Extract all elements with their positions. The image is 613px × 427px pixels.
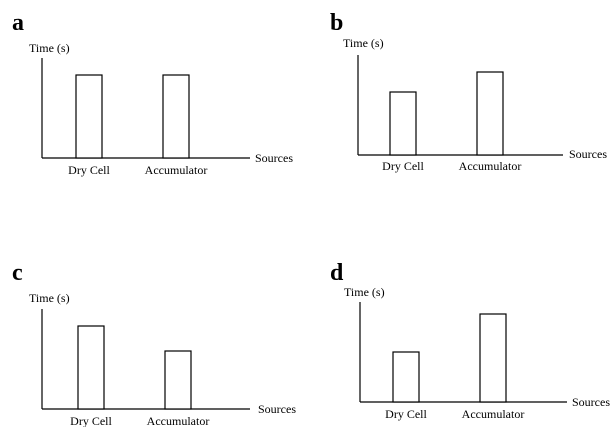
x-axis-title: Sources	[255, 151, 293, 165]
panel-letter: b	[330, 10, 343, 36]
bar-accumulator	[476, 71, 504, 156]
bar-dry-cell	[77, 325, 105, 410]
y-axis-title: Time (s)	[344, 285, 385, 299]
bar-accumulator	[479, 313, 507, 403]
x-tick-label: Accumulator	[145, 163, 208, 177]
panel-letter: c	[12, 260, 23, 286]
x-tick-label: Dry Cell	[385, 407, 427, 421]
x-axis-title: Sources	[572, 395, 610, 409]
bar-accumulator	[164, 350, 192, 410]
panel-letter: a	[12, 10, 24, 36]
bar-accumulator	[162, 74, 190, 159]
bar-dry-cell	[392, 351, 420, 403]
y-axis-title: Time (s)	[29, 291, 70, 305]
x-axis-title: Sources	[258, 402, 296, 416]
bar-dry-cell	[75, 74, 103, 159]
x-tick-label: Dry Cell	[68, 163, 110, 177]
x-axis-title: Sources	[569, 147, 607, 161]
bar-dry-cell	[389, 91, 417, 156]
x-tick-label: Dry Cell	[382, 159, 424, 173]
chart-panel-a: a Time (s) Sources Dry Cell Accumulator	[12, 10, 293, 177]
chart-panel-c: c Time (s) Sources Dry Cell Accumulator	[12, 260, 296, 427]
x-tick-label: Accumulator	[462, 407, 525, 421]
x-tick-label: Accumulator	[459, 159, 522, 173]
x-tick-label: Dry Cell	[70, 414, 112, 427]
x-tick-label: Accumulator	[147, 414, 210, 427]
y-axis-title: Time (s)	[343, 36, 384, 50]
panel-letter: d	[330, 260, 344, 286]
y-axis-title: Time (s)	[29, 41, 70, 55]
